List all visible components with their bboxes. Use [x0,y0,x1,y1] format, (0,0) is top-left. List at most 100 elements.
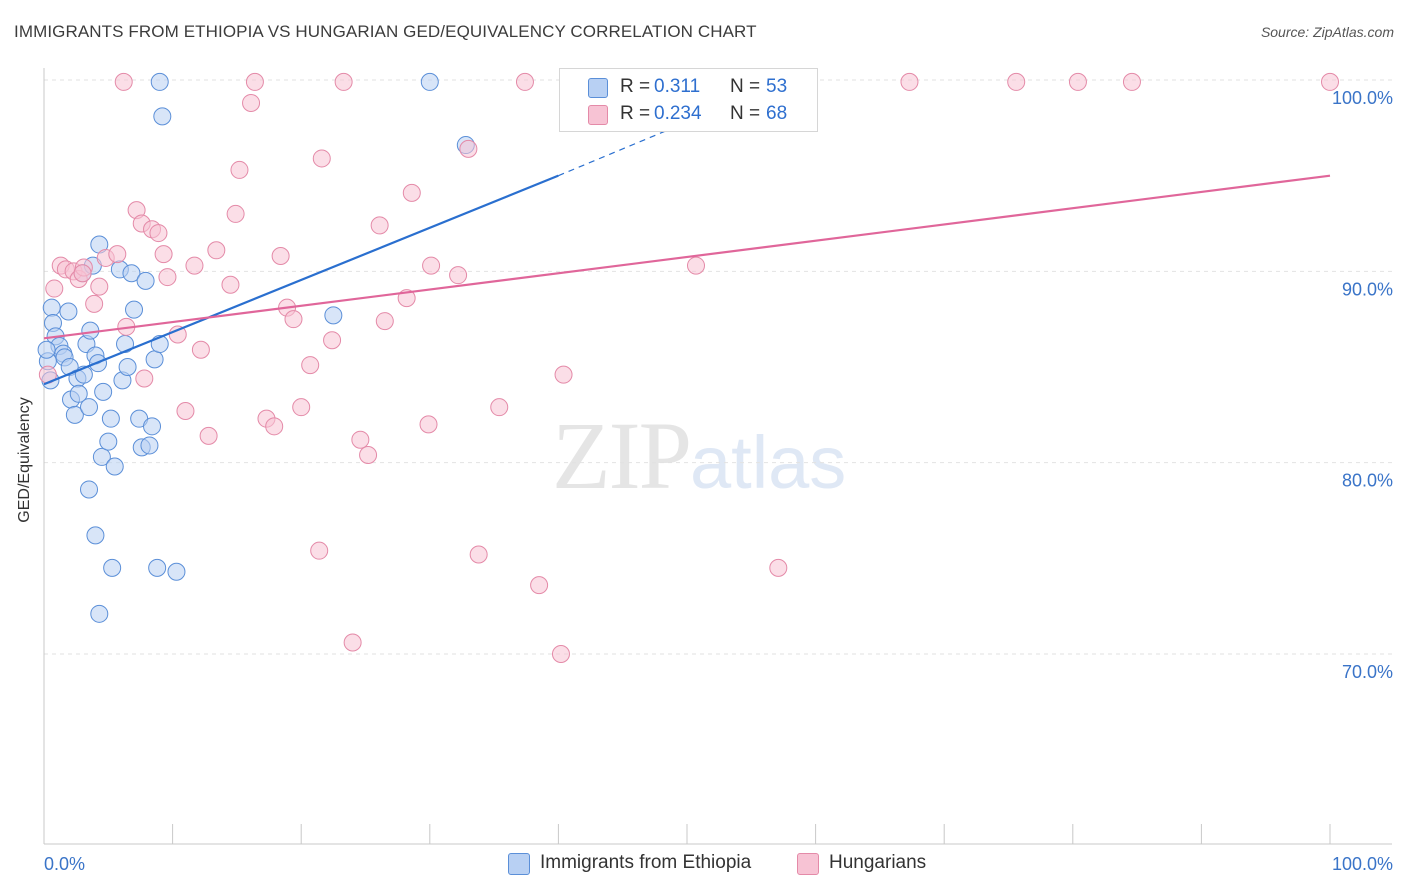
ethiopia-point[interactable] [101,409,120,428]
hungarian-point[interactable] [90,277,109,296]
hungarian-point[interactable] [351,430,370,449]
ethiopia-point[interactable] [324,306,343,325]
hungarian-point[interactable] [530,576,549,595]
ethiopia-point[interactable] [37,340,56,359]
legend-n-value: 53 [766,76,788,97]
hungarian-point[interactable] [149,224,168,243]
hungarian-point[interactable] [221,275,240,294]
hungarian-point[interactable] [515,72,534,91]
hungarian-point[interactable] [469,545,488,564]
hungarian-point[interactable] [551,645,570,663]
legend-r-value: 0.234 [654,103,702,124]
legend-r-label: R = [620,103,651,124]
source-label[interactable]: Source: ZipAtlas.com [1260,24,1394,40]
hungarian-point[interactable] [73,264,92,283]
hungarian-point[interactable] [154,245,173,264]
hungarian-point[interactable] [359,446,378,465]
hungarian-point[interactable] [45,279,64,298]
ethiopia-point[interactable] [122,264,141,283]
hungarian-point[interactable] [226,204,245,223]
hungarian-point[interactable] [900,72,919,91]
ethiopia-point[interactable] [90,604,109,623]
ethiopia-point[interactable] [69,384,88,403]
y-tick-label: 80.0% [1342,471,1393,491]
hungarian-point[interactable] [108,245,127,264]
y-tick-label: 70.0% [1342,662,1393,682]
hungarian-point[interactable] [1007,72,1026,91]
ethiopia-point[interactable] [167,562,186,581]
ethiopia-point[interactable] [42,298,61,317]
ethiopia-point[interactable] [140,436,159,455]
ethiopia-point[interactable] [153,107,172,126]
ethiopia-point[interactable] [105,457,124,476]
ethiopia-point[interactable] [59,302,78,321]
hungarian-point[interactable] [135,369,154,388]
legend-n-label: N = [730,76,761,97]
ethiopia-point[interactable] [125,300,144,319]
ethiopia-point[interactable] [80,480,99,499]
ethiopia-point[interactable] [94,382,113,401]
ethiopia-point[interactable] [148,558,167,577]
hungarian-point[interactable] [176,402,195,421]
hungarian-point[interactable] [199,426,218,445]
y-axis-label: GED/Equivalency [16,397,33,523]
hungarian-point[interactable] [554,365,573,384]
ethiopia-point[interactable] [150,72,169,91]
ethiopia-point[interactable] [145,350,164,369]
x-tick-label-end: 100.0% [1332,854,1393,874]
hungarian-point[interactable] [292,398,311,417]
ethiopia-point[interactable] [65,405,84,424]
hungarian-point[interactable] [265,417,284,436]
ethiopia-point[interactable] [99,432,118,451]
hungarian-point[interactable] [449,266,468,285]
legend-swatch-blue [588,78,608,98]
ethiopia-point[interactable] [103,558,122,577]
hungarian-point[interactable] [185,256,204,275]
y-tick-label: 100.0% [1332,88,1393,108]
hungarian-point[interactable] [85,294,104,313]
hungarian-point[interactable] [284,310,303,329]
hungarian-point[interactable] [459,139,478,158]
chart-title: IMMIGRANTS FROM ETHIOPIA VS HUNGARIAN GE… [14,22,757,41]
hungarian-point[interactable] [114,72,133,91]
hungarian-point[interactable] [687,256,706,275]
hungarian-point[interactable] [334,72,353,91]
hungarian-point[interactable] [1068,72,1087,91]
hungarian-point[interactable] [375,312,394,331]
legend-n-label: N = [730,103,761,124]
ethiopia-point[interactable] [80,398,99,417]
ethiopia-trend-line [43,174,559,386]
bottom-legend-label: Immigrants from Ethiopia [540,852,752,873]
hungarian-point[interactable] [1122,72,1141,91]
legend-n-value: 68 [766,103,788,124]
hungarian-point[interactable] [310,541,329,560]
hungarian-point[interactable] [1321,72,1339,91]
hungarian-point[interactable] [301,356,320,375]
ethiopia-point[interactable] [118,358,137,376]
ethiopia-point[interactable] [86,526,105,545]
ethiopia-point[interactable] [420,72,439,91]
hungarian-point[interactable] [402,183,421,202]
hungarian-point[interactable] [158,268,177,287]
ethiopia-point[interactable] [92,447,111,466]
hungarian-point[interactable] [271,247,290,266]
hungarian-point[interactable] [312,149,331,168]
hungarian-point[interactable] [343,633,362,652]
hungarian-point[interactable] [370,216,389,235]
y-tick-label: 90.0% [1342,279,1393,299]
legend-r-value: 0.311 [654,76,701,97]
ethiopia-point[interactable] [143,417,162,436]
hungarian-point[interactable] [245,72,264,91]
hungarian-point[interactable] [419,415,438,434]
hungarian-point[interactable] [242,93,261,112]
hungarian-point[interactable] [230,160,249,179]
hungarian-point[interactable] [422,256,441,275]
hungarian-point[interactable] [490,398,509,417]
bottom-legend-swatch-pink [797,853,819,875]
hungarian-point[interactable] [191,340,210,359]
hungarian-trend-line [43,174,1331,340]
hungarian-point[interactable] [207,241,226,260]
ethiopia-point[interactable] [136,271,155,290]
hungarian-point[interactable] [323,331,342,350]
hungarian-point[interactable] [769,558,788,577]
